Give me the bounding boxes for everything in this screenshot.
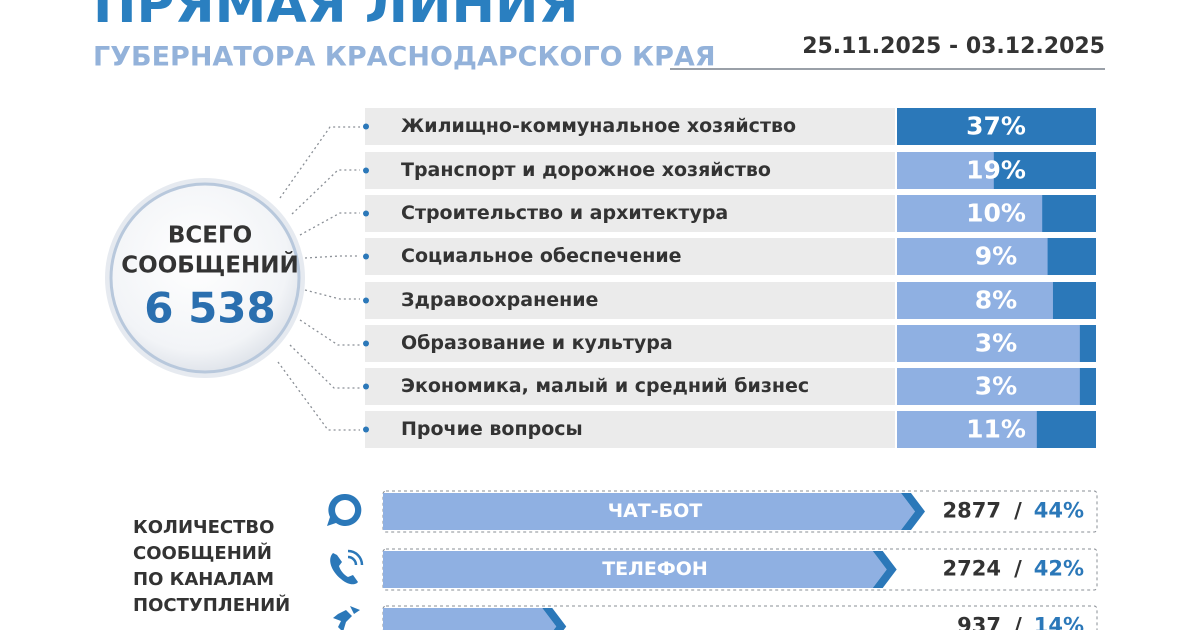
- value-box: [897, 325, 1096, 362]
- connectors: [277, 126, 360, 431]
- bar: [897, 108, 1096, 145]
- channel-count: 2877: [943, 499, 1001, 523]
- arrow-bar: [383, 608, 557, 630]
- phone-waves: [347, 549, 364, 566]
- row-bg: [365, 368, 895, 405]
- phone-icon: [330, 553, 358, 585]
- circle: [109, 182, 301, 374]
- channel-count: 2724: [943, 557, 1001, 581]
- category-label: Социальное обеспечение: [401, 245, 682, 267]
- row-bg: [365, 325, 895, 362]
- category-label: Строительство и архитектура: [401, 202, 728, 224]
- bar: [1052, 282, 1096, 319]
- category-label: Прочие вопросы: [401, 418, 583, 440]
- value-label: 10%: [966, 199, 1026, 228]
- arrow-bar: [383, 493, 915, 530]
- bullet: [363, 426, 369, 433]
- row-bg: [365, 282, 895, 319]
- category-label: Образование и культура: [401, 332, 673, 354]
- gov-icon: [333, 606, 360, 630]
- arrow-bar: [383, 551, 887, 588]
- channel-label: ГОСУСЛУГИ: [590, 615, 719, 630]
- bar: [993, 152, 1096, 189]
- channel-share: 44%: [1034, 499, 1084, 523]
- row-bg: [365, 411, 895, 448]
- subtitle: ГУБЕРНАТОРА КРАСНОДАРСКОГО КРАЯ: [93, 42, 716, 73]
- chat-icon: [327, 493, 362, 526]
- bar: [1079, 325, 1096, 362]
- total-value: 6 538: [144, 284, 276, 333]
- bar: [1079, 368, 1096, 405]
- bullet: [363, 167, 369, 174]
- dates: 25.11.2025 - 03.12.2025: [802, 34, 1105, 59]
- value-label: 3%: [975, 372, 1017, 401]
- bullet: [363, 210, 369, 217]
- channel-title: ПО КАНАЛАМ: [133, 569, 274, 590]
- category-label: Здравоохранение: [401, 289, 598, 311]
- bar: [1042, 195, 1096, 232]
- category-label: Транспорт и дорожное хозяйство: [401, 159, 771, 181]
- row-bg: [365, 108, 895, 145]
- value-label: 8%: [975, 286, 1017, 315]
- arrow-chevron: [542, 608, 567, 630]
- bullet: [363, 297, 369, 304]
- row-bg: [365, 238, 895, 275]
- channel-count: 937: [957, 614, 1001, 630]
- bullet: [363, 383, 369, 390]
- channel-label: ТЕЛЕФОН: [602, 558, 708, 580]
- title: ПРЯМАЯ ЛИНИЯ: [93, 0, 579, 35]
- row-bg: [365, 152, 895, 189]
- value-label: 3%: [975, 329, 1017, 358]
- bullet: [363, 123, 369, 130]
- icons: [327, 493, 364, 630]
- value-label: 9%: [975, 242, 1017, 271]
- category-label: Жилищно-коммунальное хозяйство: [401, 115, 796, 137]
- value-label: 11%: [966, 415, 1026, 444]
- channel-title: КОЛИЧЕСТВО: [133, 517, 274, 538]
- channel-title: СООБЩЕНИЙ: [133, 542, 272, 564]
- value-box: [897, 368, 1096, 405]
- value-label: 19%: [966, 156, 1026, 185]
- bar: [1047, 238, 1096, 275]
- arrow-chevron: [901, 493, 925, 530]
- total-label: ВСЕГО: [168, 223, 252, 249]
- row-bg: [365, 195, 895, 232]
- separator: /: [1014, 557, 1022, 581]
- separator: /: [1014, 614, 1022, 630]
- total-label: СООБЩЕНИЙ: [121, 251, 298, 279]
- channel-share: 42%: [1034, 557, 1084, 581]
- channel-label: ЧАТ-БОТ: [608, 500, 703, 522]
- channel-title: ПОСТУПЛЕНИЙ: [133, 594, 290, 616]
- bullet: [363, 340, 369, 347]
- bullet: [363, 253, 369, 260]
- separator: /: [1014, 499, 1022, 523]
- bar: [1036, 411, 1096, 448]
- category-label: Экономика, малый и средний бизнес: [401, 375, 809, 397]
- channel-share: 14%: [1034, 614, 1084, 630]
- arrow-chevron: [872, 551, 897, 588]
- value-label: 37%: [966, 112, 1026, 141]
